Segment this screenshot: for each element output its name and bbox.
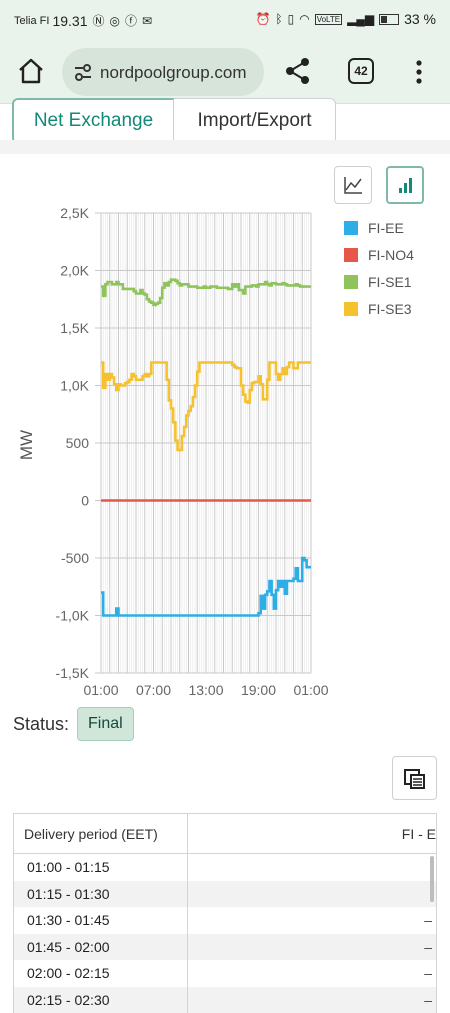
status-bar-right: ⏰ ᛒ ▯ ◠ VoLTE ▂▄▆ 33 % xyxy=(255,11,436,27)
table-scrollbar[interactable] xyxy=(430,856,434,902)
table-row: 02:00 - 02:15– xyxy=(14,960,436,987)
value-cell: – xyxy=(188,960,436,987)
facebook-icon: ⓕ xyxy=(125,12,137,29)
x-tick-label: 13:00 xyxy=(188,682,223,698)
legend-swatch xyxy=(344,275,358,289)
table-row: 01:45 - 02:00– xyxy=(14,934,436,961)
system-status-bar: Telia FI 19.31 Ⓝ ◎ ⓕ ✉ ⏰ ᛒ ▯ ◠ VoLTE ▂▄▆… xyxy=(0,0,450,40)
delivery-period-cell: 01:45 - 02:00 xyxy=(14,934,188,961)
browser-menu-button[interactable] xyxy=(408,58,430,86)
column-header-delivery-period[interactable]: Delivery period (EET) xyxy=(14,814,188,853)
legend-label: FI-EE xyxy=(368,220,404,236)
legend-label: FI-NO4 xyxy=(368,247,414,263)
y-tick-label: 2,5K xyxy=(60,205,89,221)
delivery-period-cell: 02:00 - 02:15 xyxy=(14,960,188,987)
share-icon xyxy=(284,56,312,86)
legend-swatch xyxy=(344,248,358,262)
delivery-period-cell: 01:15 - 01:30 xyxy=(14,881,188,908)
x-tick-label: 07:00 xyxy=(136,682,171,698)
site-settings-icon[interactable] xyxy=(72,61,94,83)
export-table-button[interactable] xyxy=(392,756,437,800)
y-tick-label: 500 xyxy=(66,435,90,451)
legend-item[interactable]: FI-SE3 xyxy=(344,295,414,322)
tab-import-export[interactable]: Import/Export xyxy=(174,98,336,144)
chart-legend: FI-EE FI-NO4 FI-SE1 FI-SE3 xyxy=(344,214,414,322)
clock-time: 19.31 xyxy=(52,13,87,29)
wifi-icon: ◠ xyxy=(299,12,309,26)
vibrate-icon: ▯ xyxy=(288,12,295,26)
status-badge: Final xyxy=(77,707,134,741)
alarm-icon: ⏰ xyxy=(255,12,270,26)
table-header: Delivery period (EET) FI - E xyxy=(14,814,436,854)
data-table: Delivery period (EET) FI - E 01:00 - 01:… xyxy=(13,813,437,1013)
signal-icon: ▂▄▆ xyxy=(347,12,374,26)
value-cell xyxy=(188,854,436,881)
address-bar[interactable]: nordpoolgroup.com xyxy=(62,48,264,96)
legend-item[interactable]: FI-EE xyxy=(344,214,414,241)
legend-label: FI-SE3 xyxy=(368,301,412,317)
delivery-period-cell: 01:00 - 01:15 xyxy=(14,854,188,881)
x-tick-label: 19:00 xyxy=(241,682,276,698)
tab-switcher-button[interactable]: 42 xyxy=(348,58,374,84)
delivery-period-cell: 01:30 - 01:45 xyxy=(14,907,188,934)
bar-chart-button[interactable] xyxy=(386,166,424,204)
legend-item[interactable]: FI-NO4 xyxy=(344,241,414,268)
table-export-icon xyxy=(393,757,438,801)
y-axis-label: MW xyxy=(17,430,36,460)
legend-swatch xyxy=(344,302,358,316)
notification-n-icon: Ⓝ xyxy=(93,12,105,29)
gmail-icon: ✉ xyxy=(142,14,152,28)
y-tick-label: -500 xyxy=(61,550,89,566)
legend-label: FI-SE1 xyxy=(368,274,412,290)
chart-grid xyxy=(95,213,311,673)
url-text[interactable]: nordpoolgroup.com xyxy=(100,63,260,83)
section-divider xyxy=(0,140,450,154)
bluetooth-icon: ᛒ xyxy=(275,12,282,26)
line-chart-button[interactable] xyxy=(334,166,372,204)
y-tick-label: 0 xyxy=(81,493,89,509)
net-exchange-chart: 2,5K 2,0K 1,5K 1,0K 500 0 -500 -1,0K -1,5K 01:00… xyxy=(0,200,340,710)
y-tick-label: 1,5K xyxy=(60,320,89,336)
bar-chart-icon xyxy=(388,168,422,202)
y-axis-ticks: 2,5K 2,0K 1,5K 1,0K 500 0 -500 -1,0K -1,5K xyxy=(56,205,90,681)
y-tick-label: -1,0K xyxy=(56,608,90,624)
browser-toolbar: nordpoolgroup.com 42 xyxy=(0,40,450,104)
status-label: Status: xyxy=(13,714,69,735)
status-bar-left: Telia FI 19.31 Ⓝ ◎ ⓕ ✉ xyxy=(14,12,152,29)
home-button[interactable] xyxy=(14,54,48,88)
tab-net-exchange[interactable]: Net Exchange xyxy=(12,98,174,144)
x-axis-ticks: 01:00 07:00 13:00 19:00 01:00 xyxy=(83,682,328,698)
table-row: 01:30 - 01:45– xyxy=(14,907,436,934)
table-row: 01:15 - 01:30 xyxy=(14,881,436,908)
legend-item[interactable]: FI-SE1 xyxy=(344,268,414,295)
x-tick-label: 01:00 xyxy=(293,682,328,698)
x-tick-label: 01:00 xyxy=(83,682,118,698)
y-tick-label: 1,0K xyxy=(60,378,89,394)
column-header-fi-ee[interactable]: FI - E xyxy=(188,814,436,853)
battery-percentage: 33 % xyxy=(404,11,436,27)
value-cell: – xyxy=(188,934,436,961)
share-button[interactable] xyxy=(284,56,312,86)
y-tick-label: -1,5K xyxy=(56,665,90,681)
carrier-name: Telia FI xyxy=(14,15,49,27)
status-row: Status: Final xyxy=(13,706,134,742)
more-vert-icon xyxy=(408,58,430,86)
value-cell xyxy=(188,881,436,908)
home-icon xyxy=(14,54,48,88)
value-cell: – xyxy=(188,907,436,934)
y-tick-label: 2,0K xyxy=(60,263,89,279)
volte-icon: VoLTE xyxy=(315,14,342,25)
table-row: 01:00 - 01:15 xyxy=(14,854,436,881)
battery-icon xyxy=(379,14,399,25)
legend-swatch xyxy=(344,221,358,235)
instagram-icon: ◎ xyxy=(110,14,120,28)
line-chart-icon xyxy=(335,167,371,203)
